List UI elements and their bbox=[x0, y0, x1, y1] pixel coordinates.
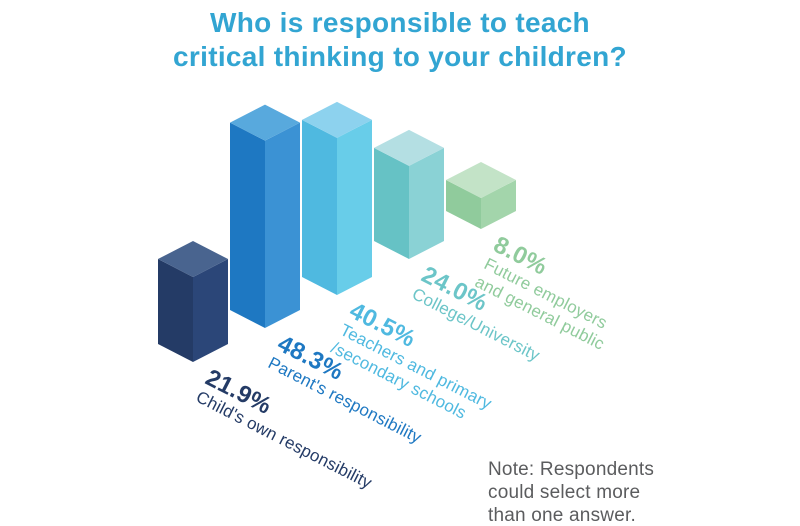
footnote-line-2: could select more bbox=[488, 482, 641, 503]
bar-3-right-face bbox=[337, 119, 372, 295]
bar-5-top-face bbox=[446, 161, 516, 198]
bar-1-left-face bbox=[158, 259, 193, 362]
bar-4-right-face bbox=[409, 147, 444, 259]
footnote-line-3: than one answer. bbox=[488, 505, 636, 526]
bar-1 bbox=[158, 241, 228, 362]
chart-title: Who is responsible to teach critical thi… bbox=[0, 6, 800, 74]
footnote-line-1: Note: Respondents bbox=[488, 459, 655, 480]
bar-5 bbox=[446, 161, 516, 229]
bar-5-left-face bbox=[446, 179, 481, 229]
bar-3-top-face bbox=[302, 101, 372, 138]
footnote: Note: Respondents could select more than… bbox=[488, 458, 654, 526]
chart-title-line-2: critical thinking to your children? bbox=[173, 41, 627, 72]
bar-3-left-face bbox=[302, 119, 337, 295]
bar-4-left-face bbox=[374, 147, 409, 259]
bar-2-left-face bbox=[230, 122, 265, 328]
bar-1-right-face bbox=[193, 259, 228, 362]
chart-title-line-1: Who is responsible to teach bbox=[210, 7, 590, 38]
bar-1-top-face bbox=[158, 241, 228, 278]
bar-2 bbox=[230, 104, 300, 328]
bar-3 bbox=[302, 101, 372, 295]
bar-5-right-face bbox=[481, 179, 516, 229]
bar-4-top-face bbox=[374, 129, 444, 166]
bar-4 bbox=[374, 129, 444, 259]
bar-2-top-face bbox=[230, 104, 300, 141]
bar-2-right-face bbox=[265, 122, 300, 328]
